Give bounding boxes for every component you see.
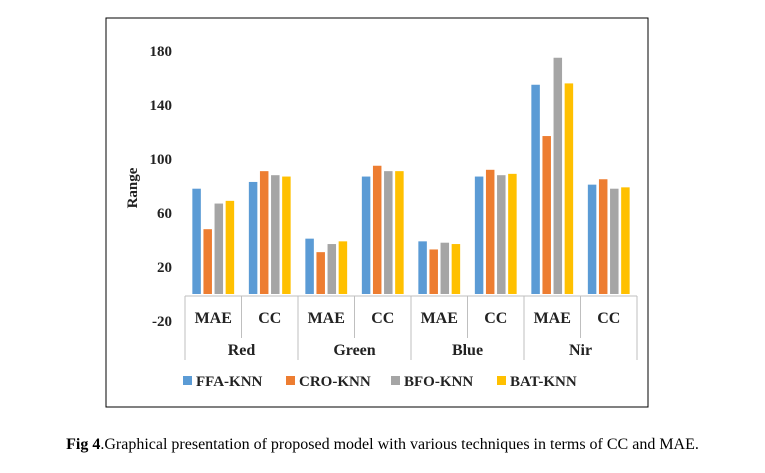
bar bbox=[440, 242, 450, 294]
group-label: Nir bbox=[569, 342, 592, 359]
bar bbox=[508, 173, 517, 294]
y-tick-label: 60 bbox=[157, 206, 172, 222]
bar bbox=[395, 171, 404, 294]
bar bbox=[282, 176, 291, 294]
category-label: MAE bbox=[534, 310, 571, 327]
category-label: CC bbox=[258, 310, 281, 327]
category-label: CC bbox=[371, 310, 394, 327]
bar bbox=[553, 57, 563, 294]
y-tick-label: 100 bbox=[150, 152, 173, 168]
figure-caption: Fig 4.Graphical presentation of proposed… bbox=[0, 436, 765, 454]
chart-border bbox=[105, 17, 649, 408]
legend-label: FFA-KNN bbox=[196, 374, 263, 390]
bar bbox=[610, 188, 619, 294]
bar bbox=[384, 171, 393, 294]
bar bbox=[564, 83, 574, 295]
bar bbox=[429, 249, 438, 294]
bar bbox=[497, 175, 506, 294]
bar bbox=[192, 188, 201, 294]
bar bbox=[485, 169, 495, 294]
bar bbox=[225, 200, 235, 294]
bar bbox=[451, 244, 461, 294]
bar bbox=[361, 176, 371, 294]
category-label: MAE bbox=[421, 310, 458, 327]
group-label: Red bbox=[228, 342, 256, 359]
bar bbox=[531, 84, 540, 294]
bar bbox=[372, 165, 382, 294]
bar bbox=[587, 184, 597, 294]
bar bbox=[305, 238, 314, 294]
caption-label: Fig 4 bbox=[66, 436, 101, 453]
bar bbox=[214, 203, 224, 294]
legend: FFA-KNN CRO-KNN BFO-KNN BAT-KNN bbox=[183, 374, 577, 390]
y-tick-label: -20 bbox=[152, 314, 172, 330]
legend-swatch bbox=[183, 376, 192, 385]
group-label: Blue bbox=[452, 342, 483, 359]
category-label: CC bbox=[597, 310, 620, 327]
bar bbox=[598, 179, 608, 294]
y-tick-label: 20 bbox=[157, 260, 172, 276]
bar bbox=[327, 244, 337, 294]
legend-label: BFO-KNN bbox=[404, 374, 473, 390]
bar bbox=[259, 171, 269, 294]
bar bbox=[316, 252, 325, 294]
legend-swatch bbox=[286, 376, 295, 385]
category-label: MAE bbox=[308, 310, 345, 327]
bar bbox=[542, 136, 551, 294]
caption-text: .Graphical presentation of proposed mode… bbox=[100, 436, 699, 453]
legend-label: CRO-KNN bbox=[299, 374, 371, 390]
bar bbox=[474, 176, 484, 294]
bar bbox=[271, 175, 280, 294]
category-table-lines bbox=[184, 295, 638, 360]
bar bbox=[338, 241, 348, 294]
legend-swatch bbox=[391, 376, 400, 385]
bar bbox=[621, 187, 630, 294]
legend-swatch bbox=[497, 376, 506, 385]
group-label: Green bbox=[333, 342, 375, 359]
y-axis-title: Range bbox=[125, 167, 141, 208]
bar bbox=[418, 241, 427, 294]
y-axis-ticks: -20 20 60 100 140 180 bbox=[150, 44, 173, 330]
category-label: CC bbox=[484, 310, 507, 327]
y-tick-label: 140 bbox=[150, 98, 173, 114]
category-label: MAE bbox=[195, 310, 232, 327]
y-tick-label: 180 bbox=[150, 44, 173, 60]
legend-label: BAT-KNN bbox=[510, 374, 577, 390]
bar bbox=[248, 181, 258, 294]
bars bbox=[192, 57, 630, 295]
bar bbox=[203, 229, 212, 294]
